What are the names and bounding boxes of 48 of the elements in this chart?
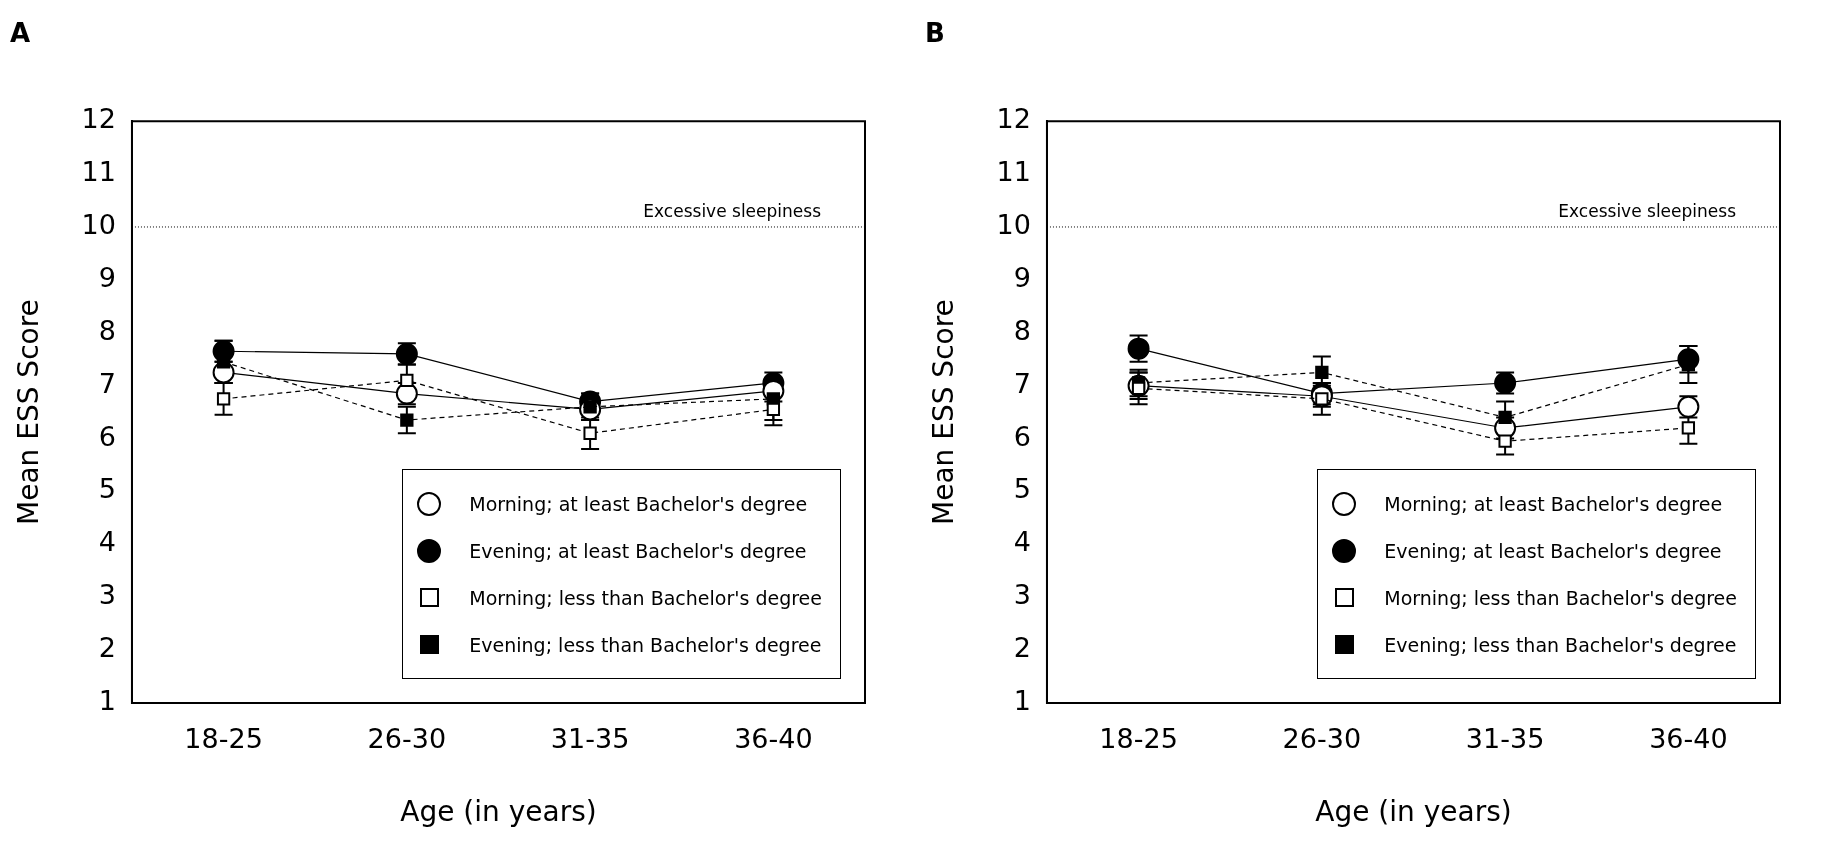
ref-line-label: Excessive sleepiness — [1558, 200, 1737, 221]
y-axis-title: Mean ESS Score — [927, 299, 961, 525]
legend-label: Morning; at least Bachelor's degree — [469, 492, 808, 515]
y-tick-label: 2 — [1013, 632, 1031, 664]
y-tick-label: 4 — [1013, 526, 1031, 558]
legend-label: Evening; at least Bachelor's degree — [1384, 539, 1722, 562]
legend-label: Morning; less than Bachelor's degree — [469, 586, 822, 609]
y-tick-label: 5 — [98, 473, 116, 505]
y-tick-label: 1 — [98, 685, 116, 717]
legend-label: Morning; less than Bachelor's degree — [1384, 586, 1737, 609]
y-tick-label: 5 — [1013, 473, 1031, 505]
x-tick-label: 18-25 — [184, 723, 263, 755]
legend-label: Morning; at least Bachelor's degree — [1384, 492, 1723, 515]
legend-label: Evening; less than Bachelor's degree — [469, 633, 822, 656]
x-tick-label: 18-25 — [1099, 723, 1178, 755]
y-tick-label: 3 — [1013, 579, 1031, 611]
y-tick-label: 9 — [98, 261, 116, 293]
x-axis-title: Age (in years) — [400, 795, 597, 829]
y-tick-label: 10 — [81, 209, 116, 240]
y-tick-label: 1 — [1013, 685, 1031, 717]
x-tick-label: 26-30 — [1282, 723, 1362, 755]
x-tick-label: 31-35 — [550, 723, 630, 755]
x-tick-label: 36-40 — [1649, 723, 1728, 755]
x-tick-label: 36-40 — [734, 723, 813, 755]
y-tick-label: 8 — [1013, 314, 1031, 346]
y-tick-label: 2 — [98, 632, 116, 664]
y-tick-label: 6 — [1013, 420, 1031, 452]
x-axis-title: Age (in years) — [1315, 795, 1512, 829]
y-tick-label: 7 — [1013, 367, 1031, 399]
x-tick-label: 31-35 — [1465, 723, 1545, 755]
y-tick-label: 10 — [996, 209, 1031, 240]
y-tick-label: 9 — [1013, 261, 1031, 293]
y-tick-label: 12 — [996, 103, 1031, 135]
y-tick-label: 4 — [98, 526, 116, 558]
legend-label: Evening; at least Bachelor's degree — [469, 539, 807, 562]
x-tick-label: 26-30 — [367, 723, 447, 755]
legend-label: Evening; less than Bachelor's degree — [1384, 633, 1737, 656]
y-tick-label: 12 — [81, 103, 116, 135]
y-axis-title: Mean ESS Score — [12, 299, 46, 525]
y-tick-label: 11 — [81, 156, 116, 188]
y-tick-label: 3 — [98, 579, 116, 611]
y-tick-label: 11 — [996, 156, 1031, 188]
chart-title: A — [10, 18, 31, 49]
y-tick-label: 7 — [98, 367, 116, 399]
ref-line-label: Excessive sleepiness — [643, 200, 822, 221]
chart-title: B — [925, 18, 945, 49]
y-tick-label: 8 — [98, 314, 116, 346]
y-tick-label: 6 — [98, 420, 116, 452]
